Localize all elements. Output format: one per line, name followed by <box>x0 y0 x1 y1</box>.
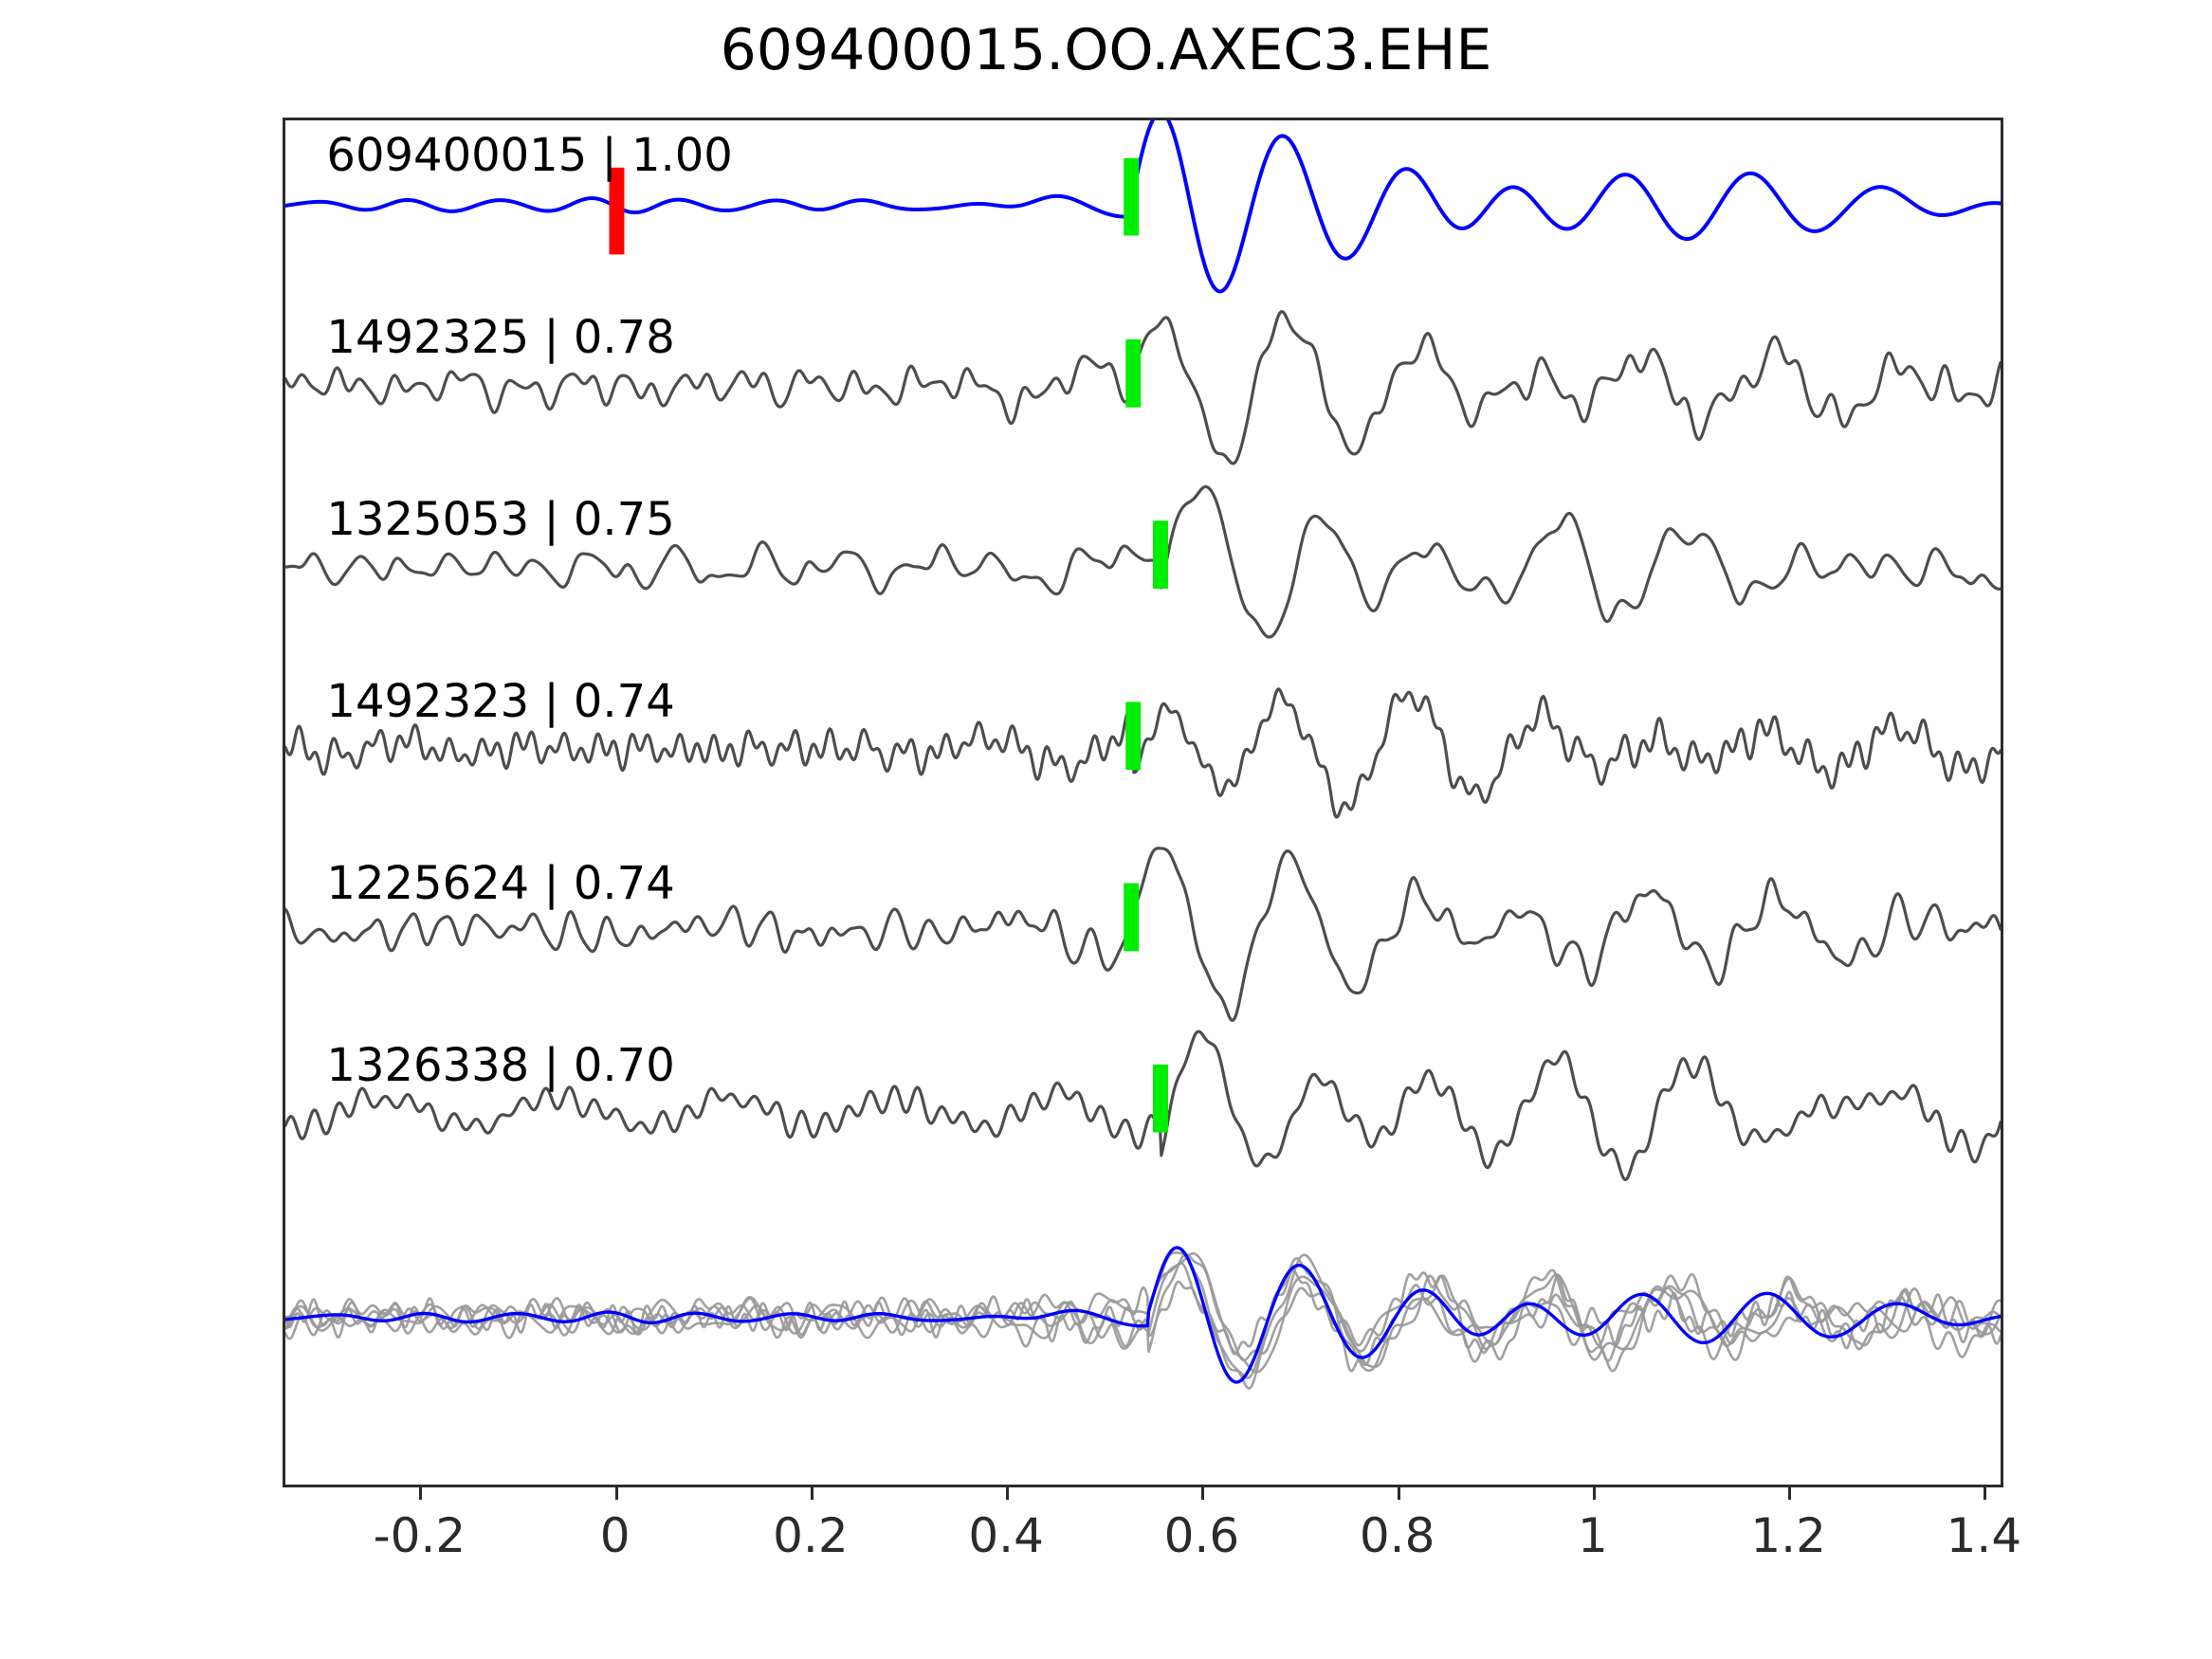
trace-label: 1225624 | 0.74 <box>326 857 675 910</box>
x-axis-tick <box>1592 1487 1596 1500</box>
waveform-trace <box>285 120 2001 294</box>
origin-time-marker <box>609 167 625 255</box>
phase-pick-marker <box>1153 520 1168 589</box>
x-axis-tick-label: 1.2 <box>1750 1508 1826 1563</box>
x-axis-tick <box>1397 1487 1400 1500</box>
x-axis-tick-label: -0.2 <box>373 1508 466 1563</box>
waveform-trace <box>285 687 2001 819</box>
x-axis-tick-label: 1.4 <box>1946 1508 2022 1563</box>
waveform-trace <box>285 484 2001 639</box>
waveform-trace <box>285 1246 2001 1384</box>
waveform-trace <box>285 1251 2001 1390</box>
trace-label: 1492325 | 0.78 <box>326 311 675 364</box>
plot-area <box>285 120 2001 1485</box>
waveform-trace <box>285 310 2001 465</box>
trace-label: 1325053 | 0.75 <box>326 493 675 546</box>
phase-pick-marker <box>1124 883 1140 952</box>
waveform-trace <box>285 1030 2001 1181</box>
x-axis-tick-label: 1 <box>1577 1508 1608 1563</box>
waveform-trace <box>285 847 2001 1022</box>
phase-pick-marker <box>1153 1064 1168 1133</box>
waveform-canvas <box>285 120 2001 1390</box>
phase-pick-marker <box>1125 339 1142 408</box>
x-axis-tick-label: 0.2 <box>773 1508 849 1563</box>
x-axis-tick <box>614 1487 618 1500</box>
x-axis-tick-label: 0.8 <box>1359 1508 1435 1563</box>
x-axis-tick <box>1006 1487 1010 1500</box>
x-axis-tick <box>419 1487 423 1500</box>
trace-label: 1326338 | 0.70 <box>326 1039 675 1092</box>
x-axis-tick <box>1788 1487 1792 1500</box>
x-axis-tick <box>810 1487 814 1500</box>
trace-label: 1492323 | 0.74 <box>326 675 675 728</box>
x-axis-tick-label: 0 <box>599 1508 631 1563</box>
phase-pick-marker <box>1125 702 1142 771</box>
x-axis: -0.2 0 0.2 0.4 0.6 0.8 1 1.2 1.4 <box>283 1487 2021 1601</box>
page-title: 609400015.OO.AXEC3.EHE <box>720 17 1492 83</box>
x-axis-tick-label: 0.6 <box>1163 1508 1240 1563</box>
x-axis-tick <box>1983 1487 1987 1500</box>
x-axis-tick-label: 0.4 <box>968 1508 1044 1563</box>
phase-pick-marker <box>1124 157 1140 236</box>
trace-label: 609400015 | 1.00 <box>326 129 733 182</box>
plot-axes <box>283 118 2003 1487</box>
x-axis-tick <box>1201 1487 1205 1500</box>
